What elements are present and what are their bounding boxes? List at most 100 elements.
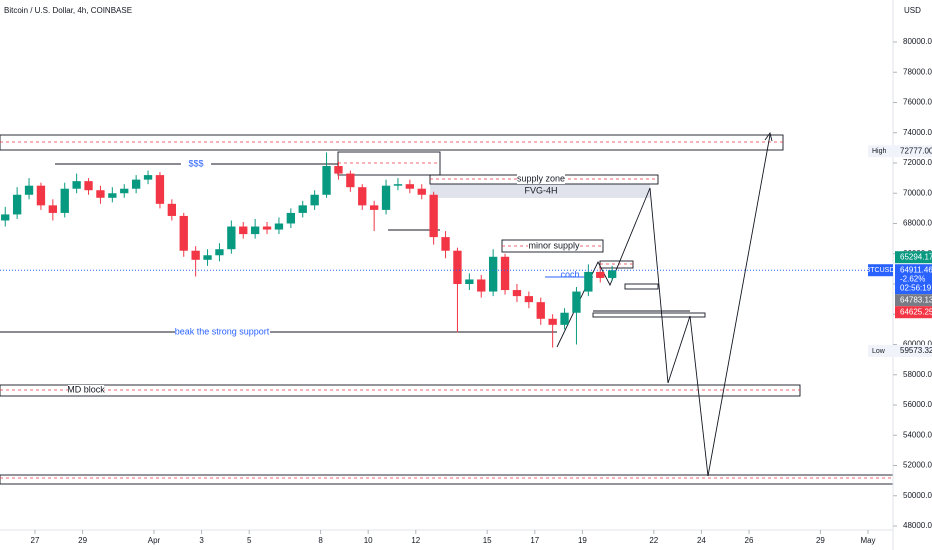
- candle-body: [24, 185, 34, 195]
- label-bg: [68, 385, 104, 395]
- y-tick-label: 68000.00: [903, 219, 932, 228]
- candle-body: [405, 184, 415, 189]
- y-tick-label: 56000.00: [903, 400, 932, 409]
- candle-body: [179, 215, 188, 251]
- zone-box: [624, 283, 659, 290]
- candle-body: [358, 187, 367, 206]
- x-tick-label: 8: [318, 536, 323, 545]
- x-tick-label: 26: [745, 536, 754, 545]
- candle-body: [607, 270, 617, 278]
- x-tick-label: 15: [483, 536, 492, 545]
- label-bg: [181, 159, 211, 169]
- x-tick-label: 17: [530, 536, 539, 545]
- x-tick-label: 19: [578, 536, 587, 545]
- label-bg: [175, 327, 270, 337]
- x-tick-label: 24: [697, 536, 706, 545]
- extreme-tag: [868, 344, 932, 357]
- candle-body: [262, 226, 272, 230]
- candle-body: [572, 291, 581, 313]
- x-tick-label: 29: [816, 536, 825, 545]
- candle-body: [298, 205, 307, 213]
- last-price: 64911.46: [900, 265, 932, 274]
- candle-body: [250, 226, 260, 235]
- y-tick-label: 70000.00: [903, 188, 932, 197]
- label-bg: [528, 241, 580, 251]
- candle-body: [108, 193, 117, 198]
- candle-body: [560, 312, 569, 325]
- symbol-tag: [868, 264, 893, 277]
- candle-body: [191, 250, 200, 260]
- extreme-value: 72777.00: [900, 146, 932, 155]
- label-bg: [517, 174, 565, 184]
- candle-body: [524, 296, 534, 303]
- candle-body: [488, 256, 498, 292]
- zone-box: [592, 312, 706, 318]
- candle-body: [60, 188, 69, 213]
- candle-body: [369, 205, 379, 210]
- y-tick-label: 80000.00: [903, 37, 932, 46]
- candle-body: [36, 185, 46, 206]
- y-tick-label: 52000.00: [903, 461, 932, 470]
- candle-body: [215, 249, 224, 256]
- candle-body: [548, 318, 557, 325]
- x-tick-label: Apr: [148, 536, 161, 545]
- x-tick-label: 5: [247, 536, 252, 545]
- annotation: beak the strong support: [175, 326, 270, 336]
- candle-body: [512, 290, 522, 297]
- change: -2.62%: [900, 274, 925, 283]
- symbol-label: BTCUSD: [866, 267, 895, 274]
- annotation: coch: [560, 269, 579, 279]
- x-tick-label: 12: [411, 536, 420, 545]
- y-tick-label: 78000.00: [903, 67, 932, 76]
- countdown: 02:56:19: [900, 283, 932, 292]
- md-block-box: [0, 384, 801, 397]
- extreme-name: High: [872, 148, 887, 155]
- extreme-value: 59573.32: [900, 346, 932, 355]
- candle-body: [334, 166, 343, 174]
- candle-body: [322, 166, 331, 195]
- annotation: MD block: [67, 384, 105, 394]
- candle-body: [584, 271, 593, 292]
- projection-path: [556, 134, 771, 477]
- last-price-tag: [895, 264, 932, 295]
- candle-body: [72, 181, 81, 189]
- candle-body: [465, 279, 474, 284]
- zone-box: [599, 260, 634, 269]
- y-tick-label: 58000.00: [903, 370, 932, 379]
- extreme-name: Low: [872, 348, 886, 355]
- y-tick-label: 72000.00: [903, 158, 932, 167]
- y-tick-label: 54000.00: [903, 430, 932, 439]
- price-tag: [895, 306, 932, 319]
- x-tick-label: 10: [364, 536, 373, 545]
- candle-body: [131, 179, 141, 189]
- candle-body: [346, 173, 355, 188]
- zone-box: [0, 134, 784, 151]
- candle-body: [274, 223, 284, 230]
- candle-body: [381, 185, 391, 210]
- candle-body: [429, 194, 438, 238]
- candle-body: [143, 175, 153, 180]
- currency: USD: [904, 6, 921, 15]
- chart-title: Bitcoin / U.S. Dollar, 4h, COINBASE: [4, 6, 132, 15]
- candle-body: [84, 181, 93, 191]
- x-tick-label: 27: [31, 536, 40, 545]
- annotation: minor supply: [528, 240, 580, 250]
- y-tick-label: 50000.00: [903, 491, 932, 500]
- candle-body: [1, 214, 10, 221]
- x-tick-label: 3: [199, 536, 204, 545]
- candle-body: [239, 226, 248, 235]
- x-tick-label: 29: [78, 536, 87, 545]
- annotation: $$$: [188, 158, 203, 168]
- price-tag-label: 64783.13: [900, 295, 932, 304]
- candle-body: [96, 190, 105, 198]
- candle-body: [203, 255, 212, 260]
- candle-body: [393, 184, 403, 186]
- candle-body: [227, 226, 236, 250]
- candle-body: [155, 175, 165, 204]
- candle-body: [48, 205, 58, 213]
- y-tick-label: 74000.00: [903, 128, 932, 137]
- y-tick-label: 60000.00: [903, 340, 932, 349]
- candle-body: [12, 194, 22, 215]
